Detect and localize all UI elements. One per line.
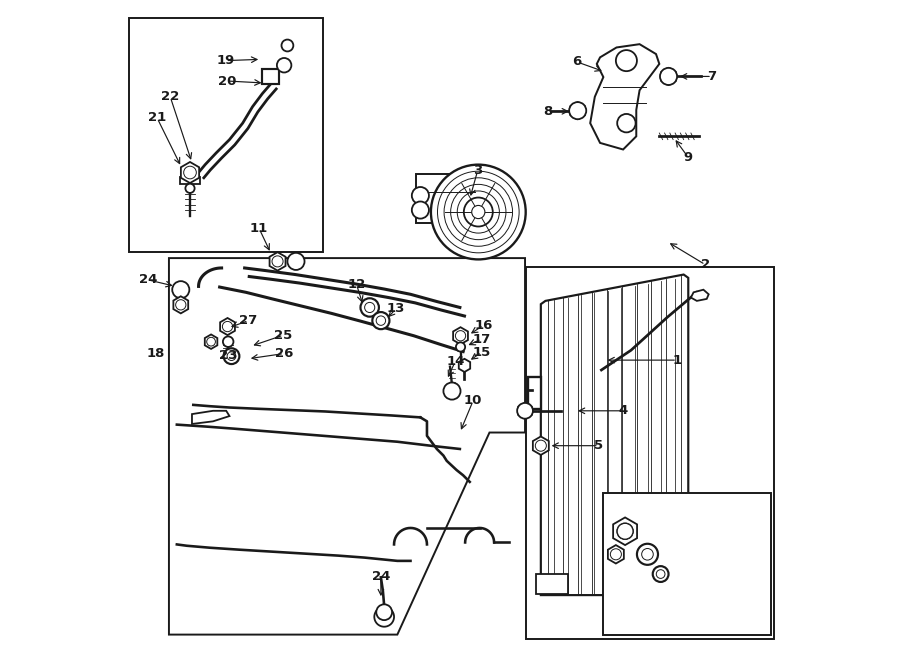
Circle shape	[287, 253, 304, 270]
Bar	[129, 18, 323, 252]
Text: 24: 24	[372, 570, 390, 582]
Circle shape	[184, 166, 196, 179]
Polygon shape	[205, 334, 217, 349]
Polygon shape	[613, 518, 637, 545]
Circle shape	[376, 316, 385, 325]
Polygon shape	[590, 44, 660, 149]
Circle shape	[616, 523, 634, 539]
Text: 1: 1	[672, 354, 681, 367]
Circle shape	[569, 102, 586, 119]
Circle shape	[207, 337, 215, 346]
Circle shape	[617, 114, 635, 132]
Polygon shape	[527, 377, 541, 409]
Polygon shape	[220, 318, 235, 335]
Circle shape	[660, 68, 677, 85]
Circle shape	[364, 302, 374, 313]
Text: 15: 15	[472, 346, 490, 359]
Circle shape	[361, 298, 379, 317]
Circle shape	[616, 50, 637, 71]
Circle shape	[282, 40, 293, 52]
Text: 24: 24	[139, 273, 158, 286]
Polygon shape	[541, 274, 688, 595]
Circle shape	[518, 403, 533, 418]
Polygon shape	[180, 177, 200, 184]
Text: 19: 19	[216, 54, 235, 67]
Circle shape	[172, 281, 189, 298]
Text: 5: 5	[594, 439, 603, 452]
Circle shape	[223, 348, 239, 364]
Circle shape	[464, 198, 493, 227]
Text: 22: 22	[161, 91, 179, 103]
Circle shape	[376, 604, 392, 620]
Text: 7: 7	[707, 70, 716, 83]
Polygon shape	[181, 162, 199, 183]
Text: 23: 23	[219, 349, 238, 362]
Circle shape	[637, 544, 658, 565]
Circle shape	[185, 184, 194, 193]
Circle shape	[176, 299, 186, 310]
Text: 16: 16	[474, 319, 493, 332]
Polygon shape	[453, 327, 468, 344]
Circle shape	[373, 312, 390, 329]
Circle shape	[412, 187, 429, 204]
Polygon shape	[571, 102, 585, 119]
Circle shape	[652, 566, 669, 582]
Text: 9: 9	[684, 151, 693, 164]
Circle shape	[227, 352, 236, 360]
Circle shape	[617, 524, 633, 539]
Polygon shape	[536, 574, 569, 594]
Text: 4: 4	[618, 405, 627, 417]
Circle shape	[277, 58, 292, 73]
Text: 27: 27	[239, 314, 257, 327]
Circle shape	[222, 321, 233, 332]
Bar	[603, 493, 770, 635]
Circle shape	[431, 165, 526, 259]
Text: 26: 26	[274, 347, 293, 360]
Polygon shape	[263, 69, 279, 84]
Text: 8: 8	[543, 105, 552, 118]
Text: 18: 18	[147, 347, 165, 360]
Text: 11: 11	[250, 222, 268, 235]
Bar	[416, 174, 475, 223]
Polygon shape	[662, 68, 676, 85]
Circle shape	[374, 607, 394, 627]
Text: 20: 20	[219, 75, 237, 87]
Polygon shape	[270, 253, 285, 270]
Circle shape	[610, 549, 621, 560]
Text: 25: 25	[274, 329, 292, 342]
Text: 2: 2	[701, 258, 710, 271]
Text: 6: 6	[572, 56, 581, 69]
Circle shape	[455, 330, 465, 341]
Circle shape	[656, 570, 665, 578]
Circle shape	[472, 206, 485, 219]
Polygon shape	[459, 359, 470, 372]
Text: 14: 14	[446, 355, 464, 368]
Polygon shape	[174, 296, 188, 313]
Text: 13: 13	[387, 302, 405, 315]
Circle shape	[642, 549, 653, 560]
Polygon shape	[691, 290, 708, 301]
Text: 10: 10	[464, 395, 482, 407]
Circle shape	[444, 383, 461, 400]
Circle shape	[536, 440, 546, 451]
Polygon shape	[518, 403, 532, 418]
Bar	[526, 266, 774, 639]
Text: 12: 12	[347, 278, 365, 291]
Circle shape	[223, 336, 233, 347]
Polygon shape	[608, 545, 624, 564]
Polygon shape	[169, 258, 525, 635]
Text: 21: 21	[148, 112, 166, 124]
Circle shape	[412, 202, 429, 219]
Polygon shape	[192, 410, 230, 424]
Polygon shape	[533, 436, 549, 455]
Text: 3: 3	[473, 164, 482, 177]
Circle shape	[272, 256, 284, 267]
Circle shape	[456, 342, 465, 352]
Text: 17: 17	[472, 332, 490, 346]
